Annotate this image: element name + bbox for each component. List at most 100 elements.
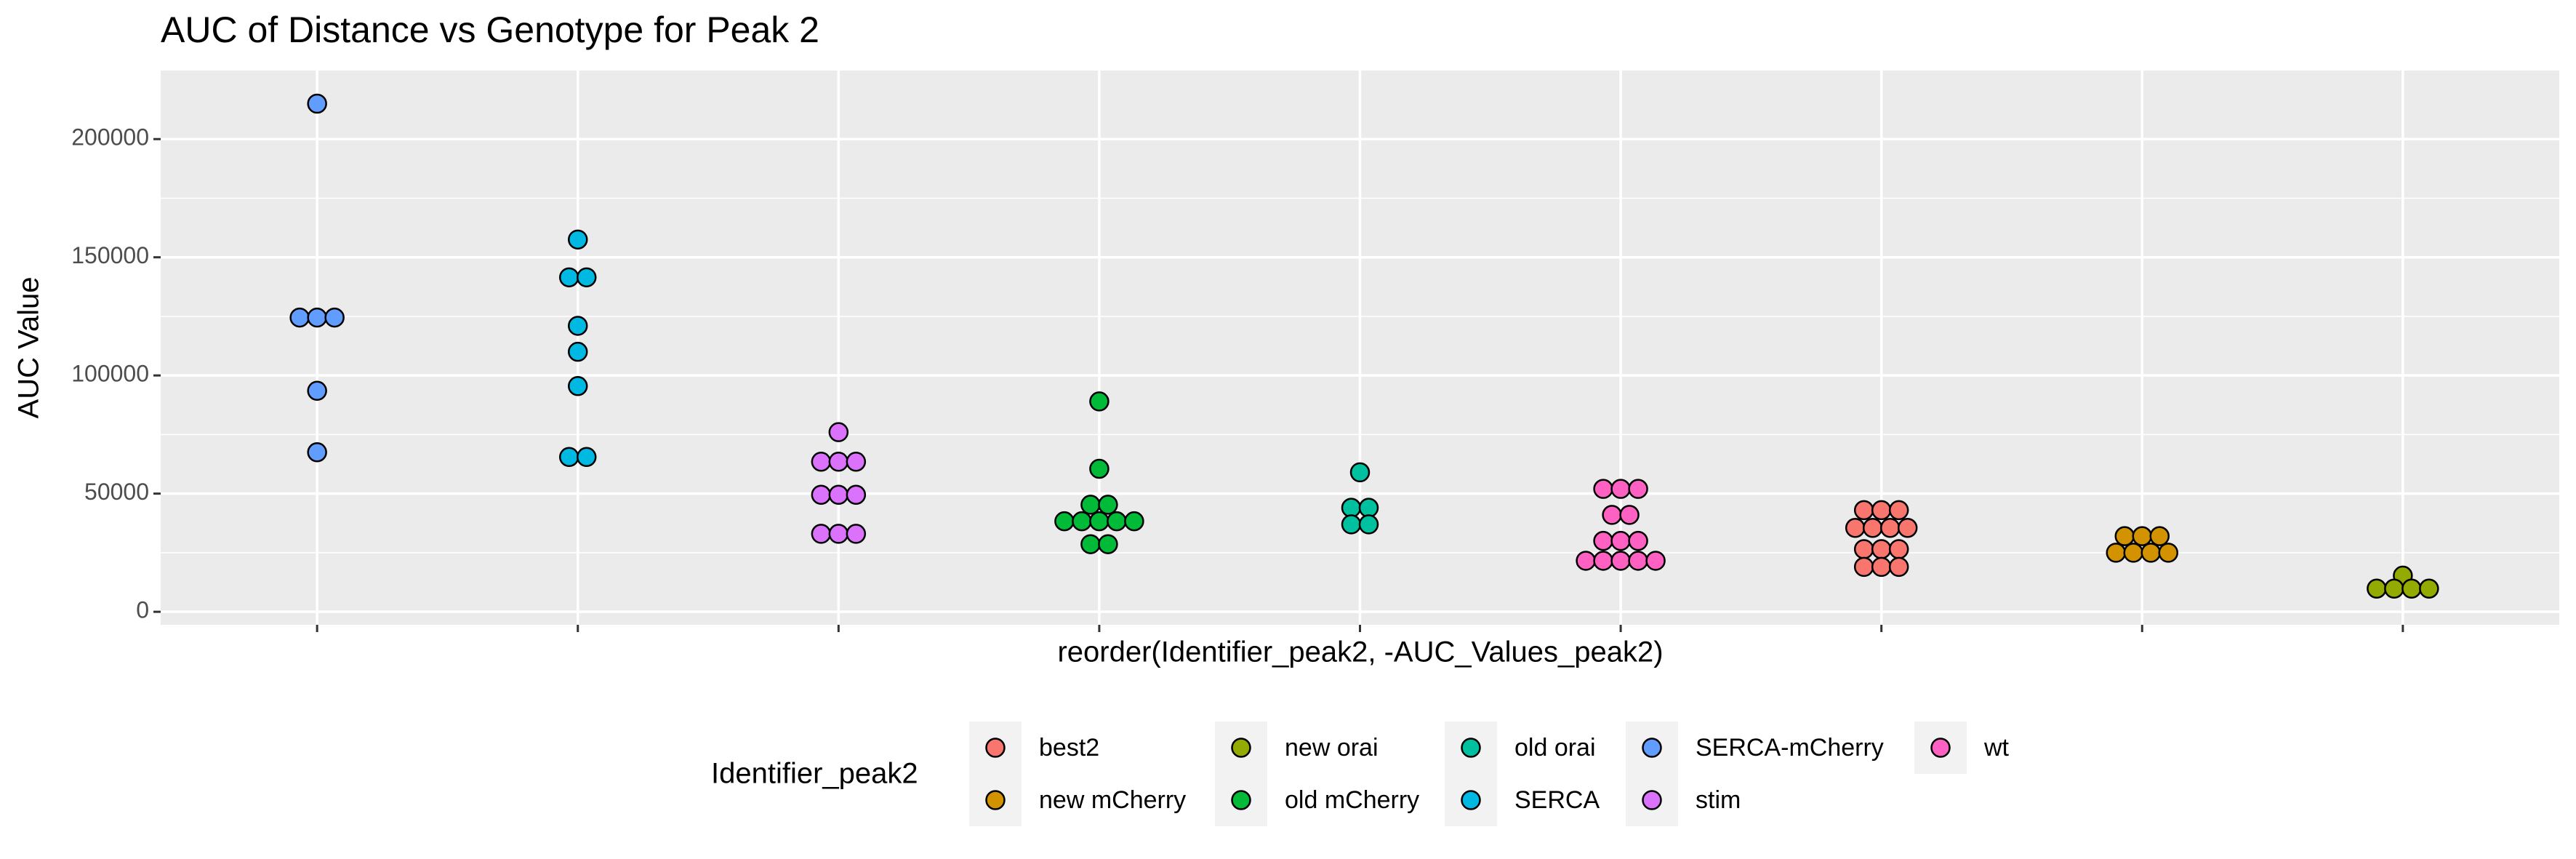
legend-title: Identifier_peak2 [711, 758, 918, 790]
dot [1124, 511, 1144, 532]
dot [1098, 495, 1118, 515]
dot [1358, 514, 1379, 535]
dot [1853, 539, 1874, 559]
dot [2132, 526, 2153, 546]
legend-label: old mCherry [1285, 786, 1419, 814]
dot [1853, 556, 1874, 578]
dot [828, 524, 849, 544]
y-tick-label: 200000 [71, 124, 149, 151]
y-tick-label: 50000 [84, 479, 149, 505]
dot [1072, 511, 1092, 532]
dot [567, 229, 588, 250]
chart-title: AUC of Distance vs Genotype for Peak 2 [161, 9, 819, 50]
legend-swatch [985, 790, 1006, 810]
dot [1080, 495, 1101, 515]
dot [1610, 551, 1631, 571]
dot [2123, 543, 2144, 563]
dot [2149, 526, 2170, 546]
dot [828, 484, 849, 506]
legend-swatch [1231, 738, 1251, 758]
dot [289, 307, 310, 328]
dot [846, 484, 867, 506]
dot [1593, 551, 1613, 571]
dot [828, 452, 849, 472]
dot [828, 422, 849, 442]
dot [1576, 551, 1596, 571]
x-axis-title: reorder(Identifier_peak2, -AUC_Values_pe… [1057, 636, 1663, 668]
y-axis-title: AUC Value [13, 277, 45, 419]
dot [846, 524, 867, 544]
dot [1871, 500, 1892, 521]
dot [1888, 539, 1909, 559]
dot [2402, 578, 2422, 599]
y-tick-label: 0 [136, 597, 149, 623]
dot [1349, 462, 1371, 483]
dot [1888, 500, 1909, 521]
legend-label: SERCA [1514, 786, 1600, 814]
legend-label: new orai [1285, 734, 1379, 762]
legend-label: old orai [1514, 734, 1596, 762]
dot [576, 267, 597, 288]
dot [307, 93, 327, 114]
dot [1358, 498, 1379, 518]
legend-label: new mCherry [1039, 786, 1186, 814]
legend-swatch [985, 738, 1006, 758]
dot [1888, 556, 1909, 578]
dot [2367, 578, 2387, 599]
dot [1341, 498, 1362, 518]
dot [324, 307, 345, 328]
dot [307, 442, 327, 463]
dot [307, 307, 327, 328]
dot [1089, 391, 1110, 412]
dot [1871, 539, 1892, 559]
dot [1619, 505, 1640, 525]
dot [1341, 514, 1362, 535]
dot [1089, 511, 1110, 532]
dot [811, 452, 832, 472]
dot [1853, 500, 1874, 521]
legend-label: stim [1696, 786, 1741, 814]
dot [1107, 511, 1127, 532]
dot [567, 316, 588, 336]
dot [558, 267, 579, 288]
dot [1897, 518, 1918, 538]
legend-swatch [1642, 738, 1662, 758]
y-tick-label: 100000 [71, 361, 149, 387]
dot [1628, 530, 1648, 551]
dot [846, 452, 867, 472]
legend-label: SERCA-mCherry [1696, 734, 1884, 762]
dot [1593, 479, 1613, 499]
dot [1080, 534, 1101, 554]
dot [2384, 578, 2404, 599]
dot [1879, 518, 1901, 538]
dot [307, 380, 327, 401]
dot [1593, 530, 1613, 551]
dot [576, 447, 597, 468]
marks [289, 93, 2439, 599]
dot [1098, 534, 1118, 554]
dot [2114, 526, 2135, 546]
dot [1610, 479, 1631, 499]
dot [1628, 479, 1648, 499]
legend-swatch [1930, 738, 1951, 758]
legend: best2 new mCherry new orai old mCherry old o… [969, 722, 2010, 826]
legend-swatch [1461, 790, 1481, 810]
legend-label: wt [1983, 734, 2010, 762]
legend-swatch [1461, 738, 1481, 758]
dot [1645, 551, 1666, 571]
dot [1602, 505, 1622, 525]
dot [558, 447, 579, 468]
y-tick-label: 150000 [71, 242, 149, 268]
legend-swatch [1231, 790, 1251, 810]
dot [1610, 530, 1631, 551]
dot [811, 484, 832, 506]
dot [1845, 518, 1866, 538]
dot [1628, 551, 1648, 571]
legend-label: best2 [1039, 734, 1099, 762]
dot [2140, 543, 2162, 563]
dot [2419, 578, 2439, 599]
dot [567, 376, 588, 396]
dot [2158, 543, 2179, 563]
